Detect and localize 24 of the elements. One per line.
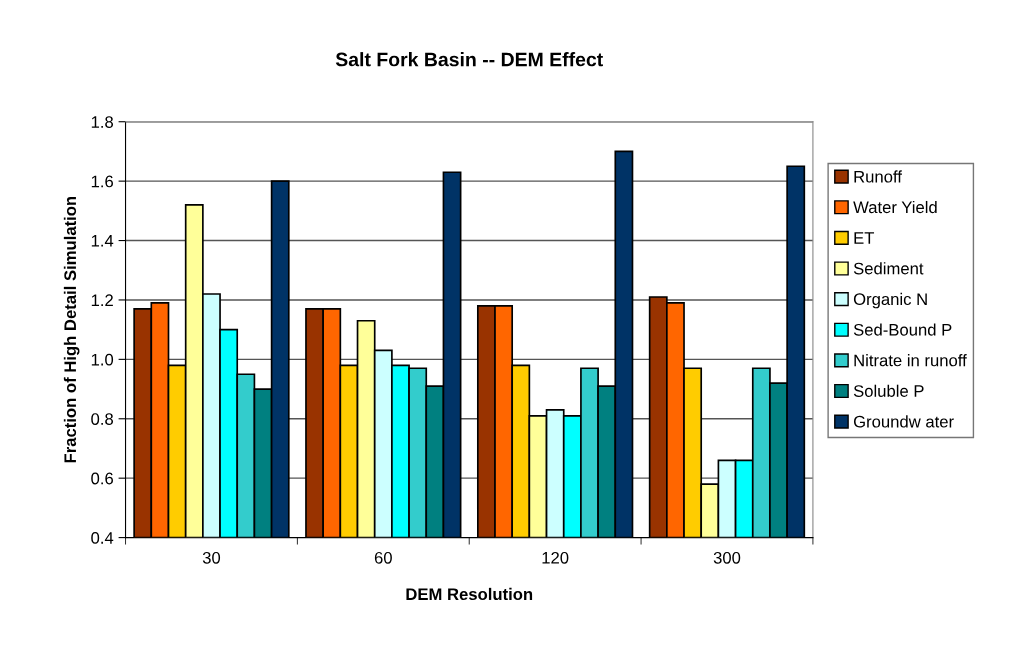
y-tick-label: 1.6 — [91, 175, 113, 188]
legend-label: Soluble P — [853, 384, 924, 397]
x-tick-label: 30 — [202, 551, 221, 564]
x-tick-label: 60 — [374, 551, 392, 564]
x-axis-title: DEM Resolution — [406, 587, 533, 601]
legend-label: Runoff — [854, 170, 902, 183]
y-axis-title: Fraction of High Detail Simulation — [63, 196, 80, 463]
x-tick-label: 300 — [713, 551, 741, 564]
legend-label: Nitrate in runoff — [854, 354, 967, 367]
y-tick-label: 0.6 — [91, 472, 113, 485]
legend-label: Organic N — [853, 292, 927, 309]
legend-label: Sediment — [853, 262, 924, 275]
y-tick-label: 1.2 — [91, 294, 113, 306]
legend-label: Sed-Bound P — [853, 323, 952, 336]
legend-label: ET — [854, 232, 875, 244]
legend-label: Water Yield — [853, 200, 937, 214]
y-tick-label: 0.4 — [91, 531, 114, 544]
x-tick-label: 120 — [542, 551, 569, 564]
legend-label: Groundw ater — [853, 415, 954, 428]
chart-title: Salt Fork Basin -- DEM Effect — [335, 52, 603, 67]
y-tick-label: 1.4 — [91, 235, 114, 247]
y-tick-label: 1.8 — [91, 116, 114, 128]
y-tick-label: 0.8 — [91, 413, 114, 425]
y-tick-label: 1.0 — [91, 353, 114, 366]
